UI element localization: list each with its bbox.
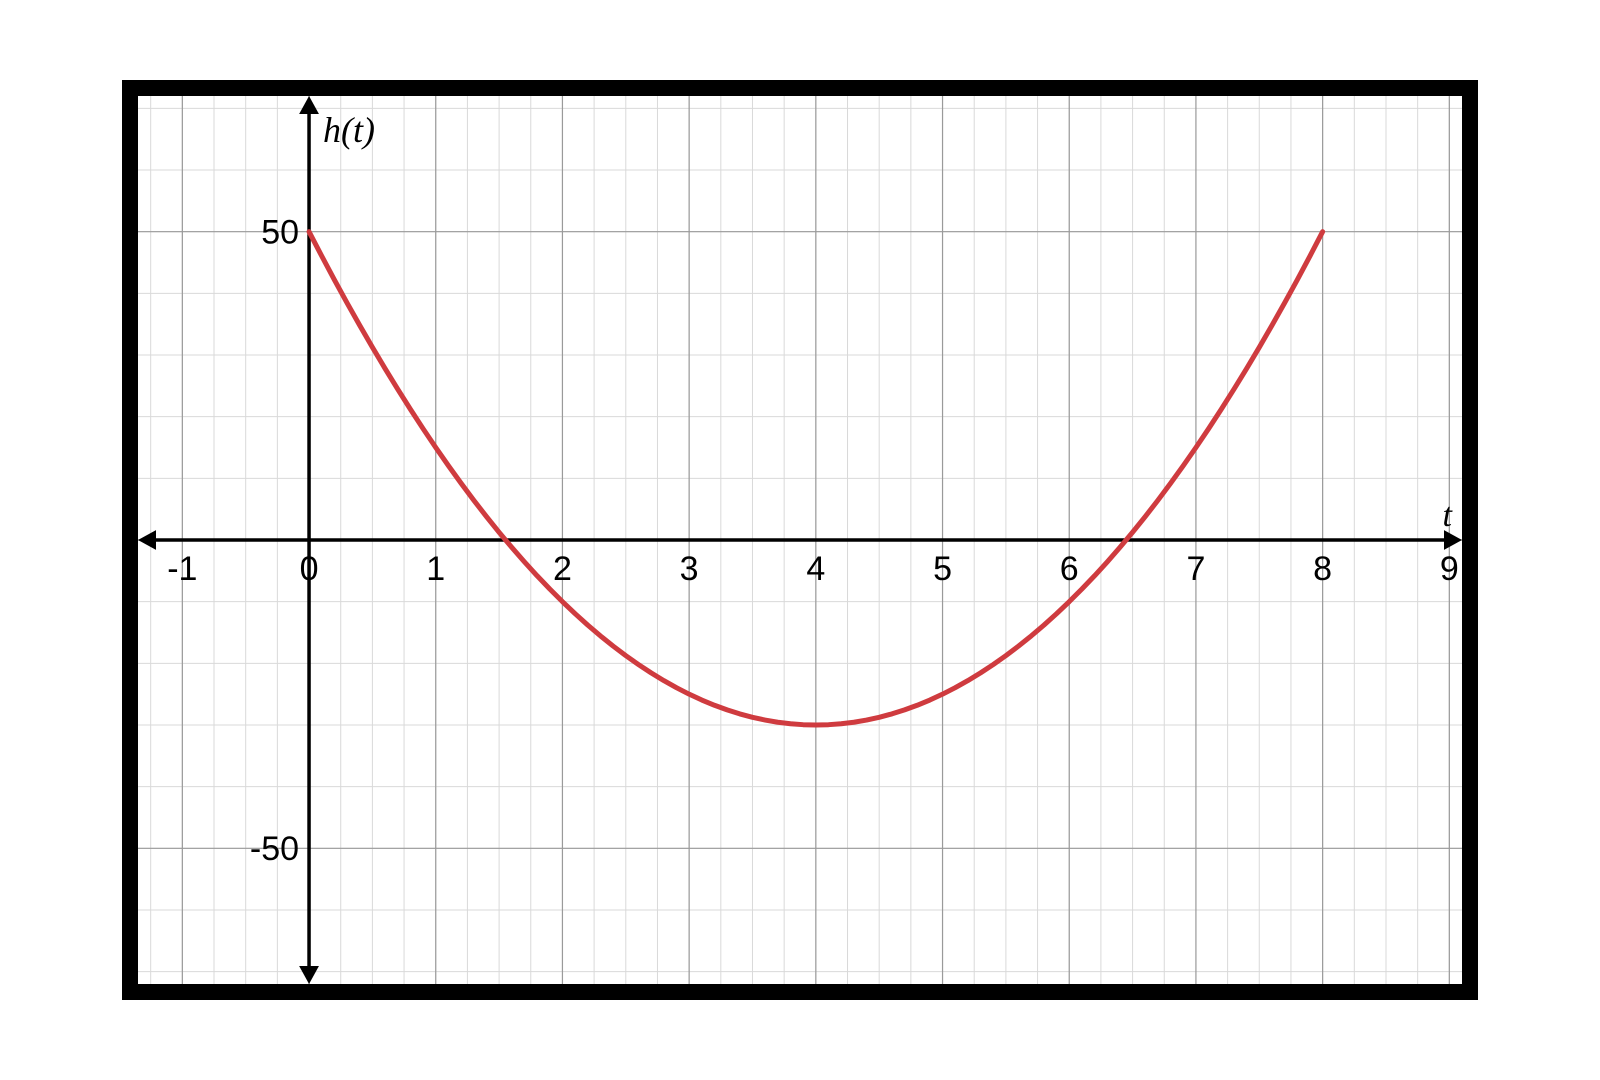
- x-tick-label: 9: [1440, 550, 1459, 588]
- x-tick-label: 1: [426, 550, 445, 588]
- x-tick-label: 7: [1186, 550, 1205, 588]
- y-tick-label: -50: [250, 830, 299, 868]
- x-tick-label: 2: [553, 550, 572, 588]
- y-tick-label: 50: [261, 214, 299, 252]
- x-tick-label: -1: [167, 550, 197, 588]
- y-axis-label: h(t): [323, 110, 375, 150]
- function-chart: -1 0 1 2 3 4 5 6 7 8 9 -50 50 h(t) t: [122, 80, 1478, 1000]
- x-tick-label: 8: [1313, 550, 1332, 588]
- chart-svg: -1 0 1 2 3 4 5 6 7 8 9 -50 50 h(t) t: [122, 80, 1478, 1000]
- x-tick-label: 3: [680, 550, 699, 588]
- x-tick-label: 6: [1060, 550, 1079, 588]
- x-tick-label: 5: [933, 550, 952, 588]
- x-axis-label: t: [1443, 497, 1454, 534]
- x-tick-label: 4: [806, 550, 825, 588]
- x-tick-label: 0: [300, 550, 319, 588]
